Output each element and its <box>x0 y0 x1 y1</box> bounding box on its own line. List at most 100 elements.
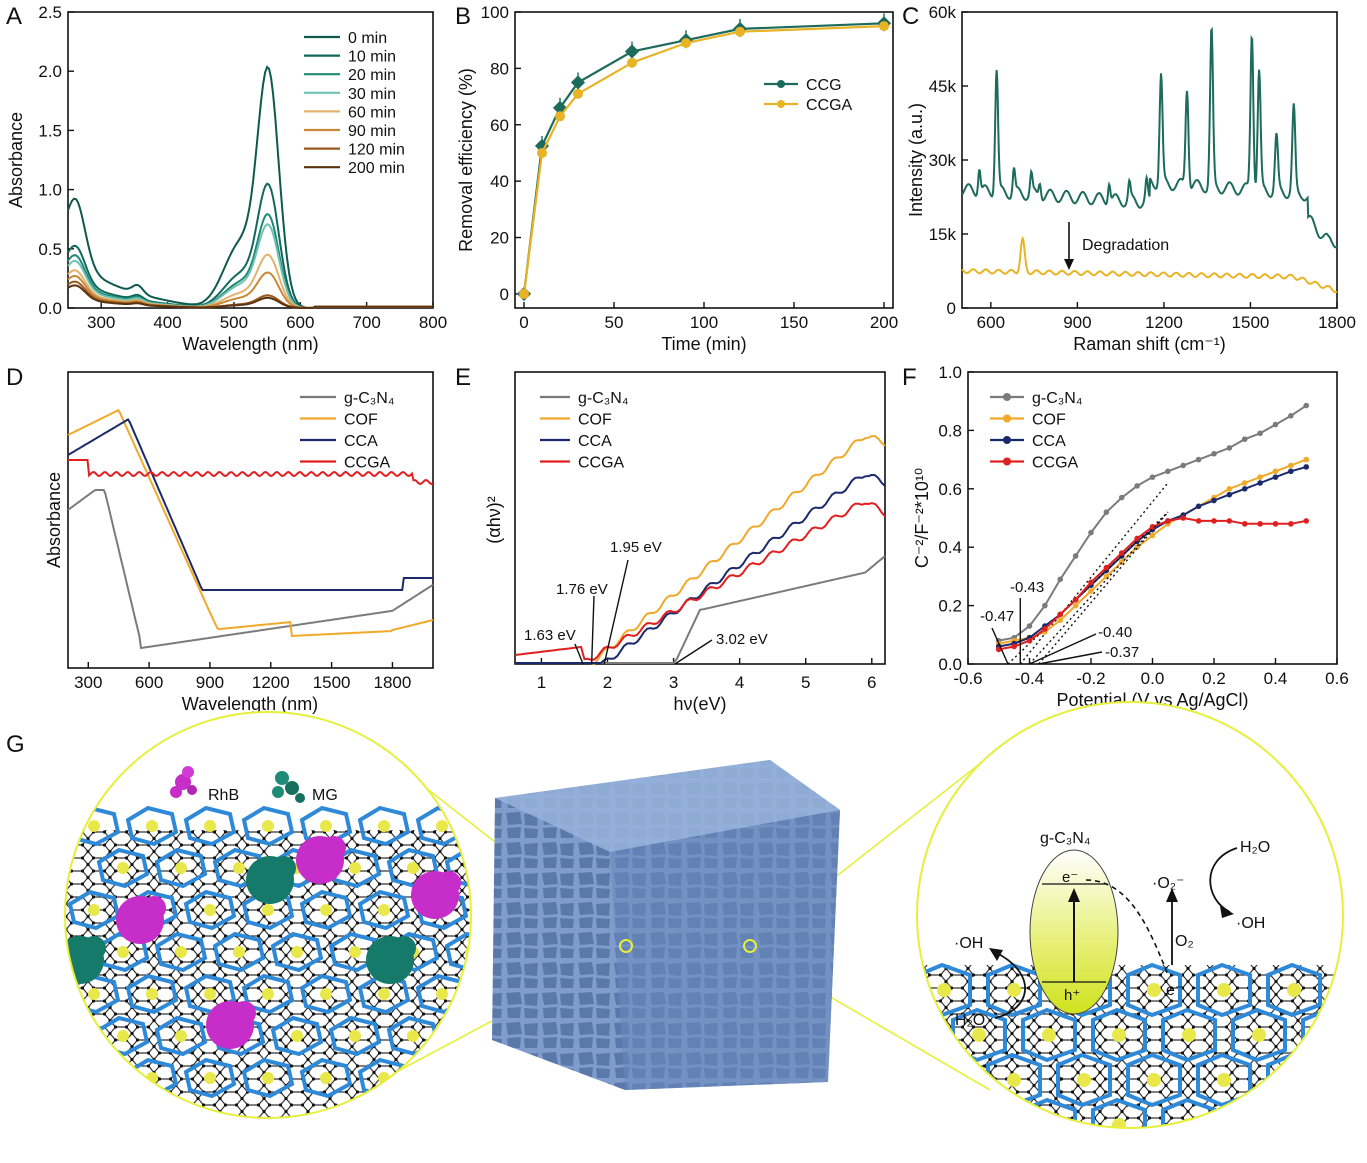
sulfur-atom <box>1042 1118 1056 1128</box>
sulfur-atom <box>407 1030 419 1042</box>
y-axis-label: Removal efficiency (%) <box>456 68 476 252</box>
cof-hexagon <box>67 1057 121 1099</box>
data-point <box>1288 521 1294 527</box>
hole-oxidation-arrow <box>994 951 1026 1019</box>
data-point <box>1241 436 1248 442</box>
sulfur-atom <box>378 988 390 1000</box>
data-point <box>1303 464 1310 470</box>
legend-label: g-C₃N₄ <box>344 390 394 407</box>
y-tick-label: 45k <box>929 77 957 96</box>
data-point <box>1272 421 1279 428</box>
cof-hexagon <box>1231 1007 1287 1063</box>
sulfur-atom <box>204 904 216 916</box>
series-line-cof <box>67 408 434 638</box>
data-point <box>1057 576 1064 583</box>
dye-molecule <box>392 936 416 960</box>
cof-hexagon <box>299 1057 353 1099</box>
data-point <box>1165 518 1171 524</box>
y-tick-label: 80 <box>490 59 509 78</box>
sulfur-atom <box>320 904 332 916</box>
y-tick-label: 0.4 <box>938 538 962 557</box>
x-tick-label: 1500 <box>313 673 351 692</box>
y-tick-label: 0.5 <box>38 240 62 259</box>
data-point <box>1118 494 1125 501</box>
cof-hexagon <box>986 962 1042 1018</box>
sulfur-atom <box>349 946 361 958</box>
x-tick-label: 100 <box>690 313 718 332</box>
sulfur-atom <box>88 820 100 832</box>
data-point <box>1195 456 1202 463</box>
y-tick-label: 100 <box>481 3 509 22</box>
x-tick-label: 1800 <box>374 673 412 692</box>
dye-molecule <box>82 936 106 960</box>
data-point <box>1118 550 1125 556</box>
sulfur-atom <box>291 1030 303 1042</box>
cof-hexagon <box>951 1097 1007 1128</box>
sulfur-atom <box>1042 1028 1056 1042</box>
cof-hexagon <box>270 931 324 973</box>
chart-b: 0 50 100 150 200 0 20 40 60 80 100 Time (min) Remova… <box>456 3 898 354</box>
cof-hexagon <box>357 805 411 847</box>
annotation-arrow <box>674 639 713 665</box>
series-line-gcn <box>67 489 434 650</box>
cof-hexagon <box>1021 1097 1077 1128</box>
x-tick-label: -0.4 <box>1015 669 1044 688</box>
cof-hexagon <box>1266 962 1322 1018</box>
cof-hexagon <box>1231 1097 1287 1128</box>
data-point <box>1057 617 1064 623</box>
series-line-2 <box>998 465 1307 648</box>
sulfur-atom <box>233 946 245 958</box>
data-point <box>1088 529 1094 536</box>
panel-letter-a: A <box>6 3 22 30</box>
sulfur-atom <box>349 1030 361 1042</box>
data-point <box>681 38 691 49</box>
dye-molecule <box>322 836 346 860</box>
data-point <box>1072 596 1079 603</box>
data-point <box>1226 445 1233 451</box>
raman-line-after <box>961 236 1338 294</box>
data-point <box>1272 474 1279 480</box>
y-tick-label: 30k <box>929 151 957 170</box>
series-line-CCG <box>522 22 885 295</box>
sulfur-atom <box>972 1028 986 1042</box>
legend-label: CCA <box>1032 433 1066 450</box>
legend-label: 120 min <box>348 142 405 159</box>
x-tick-label: 4 <box>735 673 744 692</box>
x-tick-label: 600 <box>286 313 314 332</box>
panel-letter-d: D <box>6 364 23 391</box>
y-tick-label: 0.0 <box>38 299 62 318</box>
data-point <box>1288 462 1294 469</box>
series-line-CCGA <box>522 25 885 295</box>
legend-label: 90 min <box>348 123 396 140</box>
panel-letter-b: B <box>455 3 471 30</box>
flatband-label-cof: -0.37 <box>1105 644 1139 661</box>
cof-hexagon <box>299 973 353 1015</box>
sulfur-atom <box>117 862 129 874</box>
x-tick-label: 1800 <box>1318 313 1356 332</box>
y-tick-label: 0.0 <box>938 655 962 674</box>
sulfur-atom <box>320 1072 332 1084</box>
schematic-g: RhB MG e⁻ h⁺ g-C₃N₄ H₂O ·OH ·O₂⁻ <box>64 701 1344 1129</box>
flatband-label-ccga: -0.40 <box>1098 624 1132 641</box>
legend-label: 0 min <box>348 30 387 47</box>
x-tick-label: 150 <box>780 313 808 332</box>
series-line-1 <box>998 458 1307 645</box>
sulfur-atom <box>1217 1073 1231 1087</box>
sulfur-atom <box>117 946 129 958</box>
data-point <box>1134 483 1140 489</box>
data-point <box>1257 474 1263 480</box>
chart-f: -0.6 -0.4 -0.2 0.0 0.2 0.4 0.6 0.0 0.2 0.4 0.6 0.8 1… <box>912 363 1349 710</box>
y-axis-label: C⁻²/F⁻²*10¹⁰ <box>912 468 932 568</box>
bandgap-label-gcn: 3.02 eV <box>716 631 768 648</box>
flatband-label-gcn: -0.43 <box>1010 579 1044 596</box>
cof-hexagon <box>476 1060 524 1096</box>
cof-hexagon <box>1301 1097 1343 1128</box>
sulfur-atom <box>146 988 158 1000</box>
data-point <box>1088 588 1094 594</box>
legend-label: CCGA <box>1032 455 1079 472</box>
dye-molecule <box>272 856 296 880</box>
data-point <box>1195 503 1202 510</box>
legend-label: CCA <box>578 433 612 450</box>
data-point <box>519 288 529 299</box>
sulfur-atom <box>291 946 303 958</box>
